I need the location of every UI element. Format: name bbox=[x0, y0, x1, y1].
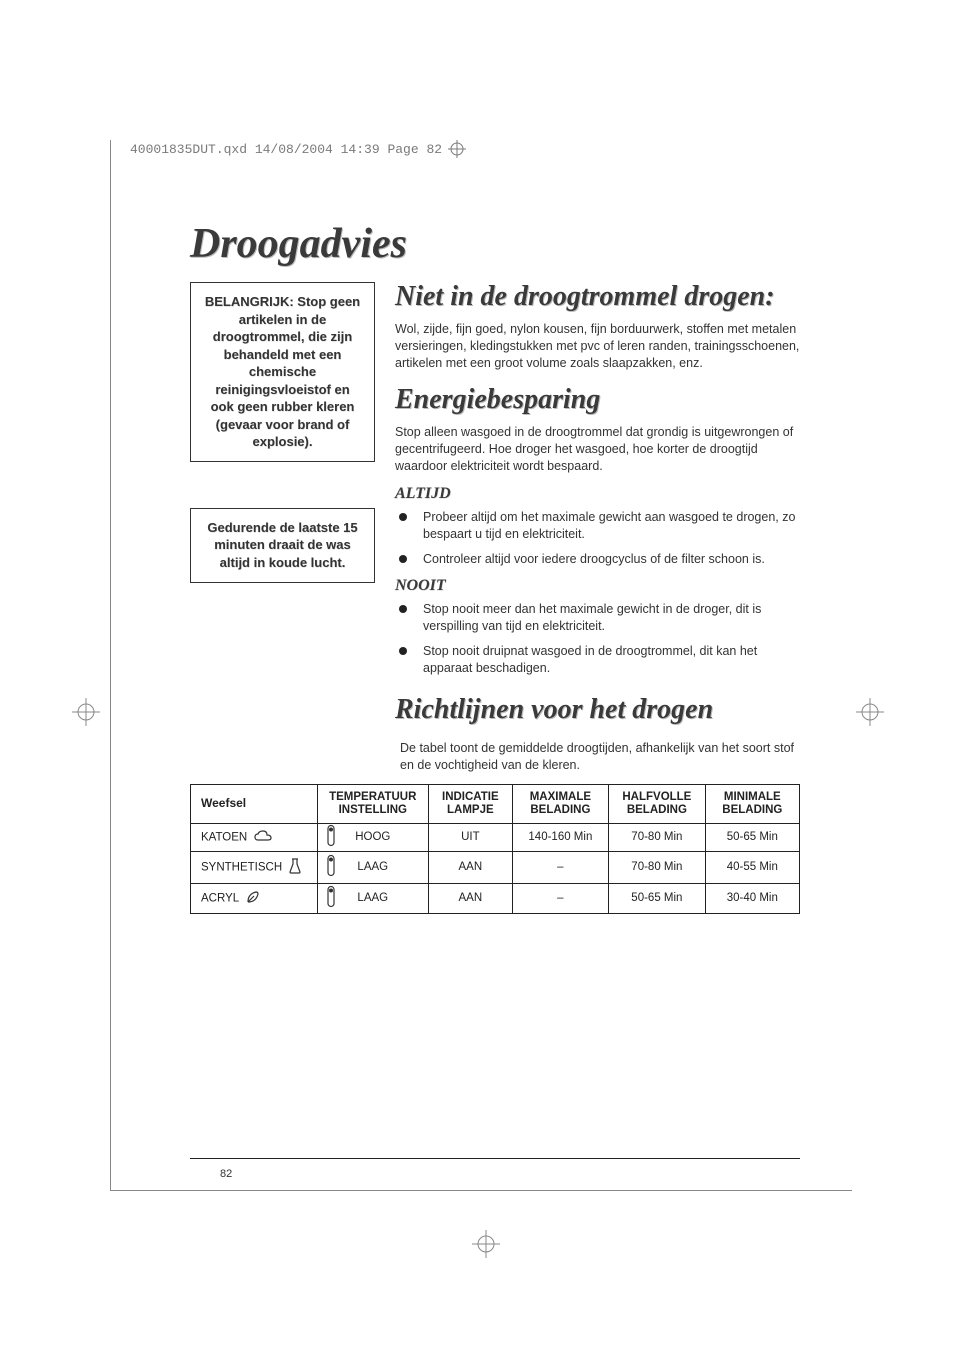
cell-min: 40-55 Min bbox=[705, 851, 799, 883]
table-row: SYNTHETISCH LAAGAAN–70-80 Min40-55 Min bbox=[191, 851, 800, 883]
col-header-min: MINIMALE BELADING bbox=[705, 784, 799, 823]
list-item: Stop nooit meer dan het maximale gewicht… bbox=[395, 601, 800, 635]
table-header-row: Weefsel TEMPERATUUR INSTELLING INDICATIE… bbox=[191, 784, 800, 823]
cell-temp: LAAG bbox=[317, 883, 429, 913]
cell-temp: LAAG bbox=[317, 851, 429, 883]
registration-mark-right bbox=[856, 698, 884, 726]
footer-rule bbox=[190, 1158, 800, 1159]
heading-energy-saving: Energiebesparing bbox=[395, 385, 800, 416]
cell-max: – bbox=[512, 883, 608, 913]
cell-max: – bbox=[512, 851, 608, 883]
list-item: Stop nooit druipnat wasgoed in de droogt… bbox=[395, 643, 800, 677]
page-number: 82 bbox=[220, 1168, 232, 1180]
cell-lamp: AAN bbox=[429, 851, 513, 883]
cell-min: 30-40 Min bbox=[705, 883, 799, 913]
drying-table-section: De tabel toont de gemiddelde droogtijden… bbox=[190, 740, 800, 914]
cell-max: 140-160 Min bbox=[512, 823, 608, 851]
print-header-text: 40001835DUT.qxd 14/08/2004 14:39 Page 82 bbox=[130, 142, 442, 157]
dial-icon bbox=[324, 855, 338, 880]
crop-mark-left bbox=[110, 140, 111, 1190]
list-item: Controleer altijd voor iedere droogcyclu… bbox=[395, 551, 800, 568]
registration-mark-left bbox=[72, 698, 100, 726]
registration-icon bbox=[448, 140, 466, 158]
heading-drying-guidelines: Richtlijnen voor het drogen bbox=[395, 695, 800, 726]
flask-icon bbox=[289, 858, 301, 877]
table-row: KATOEN HOOGUIT140-160 Min70-80 Min50-65 … bbox=[191, 823, 800, 851]
two-column-layout: BELANGRIJK: Stop geen artikelen in de dr… bbox=[190, 282, 800, 726]
heading-not-tumble-dry: Niet in de droogtrommel drogen: bbox=[395, 282, 800, 313]
page-title: Droogadvies bbox=[190, 220, 800, 268]
feather-icon bbox=[246, 890, 260, 907]
table-body: KATOEN HOOGUIT140-160 Min70-80 Min50-65 … bbox=[191, 823, 800, 913]
content: Droogadvies BELANGRIJK: Stop geen artike… bbox=[190, 220, 800, 914]
print-header: 40001835DUT.qxd 14/08/2004 14:39 Page 82 bbox=[130, 140, 466, 158]
cell-min: 50-65 Min bbox=[705, 823, 799, 851]
registration-mark-bottom bbox=[472, 1230, 500, 1258]
cell-fabric: ACRYL bbox=[191, 883, 318, 913]
col-header-max: MAXIMALE BELADING bbox=[512, 784, 608, 823]
page: 40001835DUT.qxd 14/08/2004 14:39 Page 82… bbox=[0, 0, 954, 1351]
table-row: ACRYL LAAGAAN–50-65 Min30-40 Min bbox=[191, 883, 800, 913]
subheading-always: ALTIJD bbox=[395, 485, 800, 503]
subheading-never: NOOIT bbox=[395, 577, 800, 595]
drying-times-table: Weefsel TEMPERATUUR INSTELLING INDICATIE… bbox=[190, 784, 800, 914]
cell-fabric: KATOEN bbox=[191, 823, 318, 851]
right-column: Niet in de droogtrommel drogen: Wol, zij… bbox=[395, 282, 800, 726]
cell-temp: HOOG bbox=[317, 823, 429, 851]
cell-fabric: SYNTHETISCH bbox=[191, 851, 318, 883]
crop-mark-top bbox=[110, 1190, 852, 1191]
body-energy-saving: Stop alleen wasgoed in de droogtrommel d… bbox=[395, 424, 800, 475]
cell-lamp: UIT bbox=[429, 823, 513, 851]
never-list: Stop nooit meer dan het maximale gewicht… bbox=[395, 601, 800, 677]
left-column: BELANGRIJK: Stop geen artikelen in de dr… bbox=[190, 282, 375, 726]
col-header-half: HALFVOLLE BELADING bbox=[609, 784, 705, 823]
col-header-temp: TEMPERATUUR INSTELLING bbox=[317, 784, 429, 823]
dial-icon bbox=[324, 825, 338, 850]
col-header-lamp: INDICATIE LAMPJE bbox=[429, 784, 513, 823]
list-item: Probeer altijd om het maximale gewicht a… bbox=[395, 509, 800, 543]
dial-icon bbox=[324, 886, 338, 911]
warning-box-important: BELANGRIJK: Stop geen artikelen in de dr… bbox=[190, 282, 375, 462]
cell-half: 70-80 Min bbox=[609, 851, 705, 883]
cell-half: 50-65 Min bbox=[609, 883, 705, 913]
body-not-tumble-dry: Wol, zijde, fijn goed, nylon kousen, fij… bbox=[395, 321, 800, 372]
info-box-cooldown: Gedurende de laatste 15 minuten draait d… bbox=[190, 508, 375, 583]
cell-lamp: AAN bbox=[429, 883, 513, 913]
table-caption: De tabel toont de gemiddelde droogtijden… bbox=[400, 740, 800, 774]
cloud-icon bbox=[254, 830, 272, 845]
always-list: Probeer altijd om het maximale gewicht a… bbox=[395, 509, 800, 568]
cell-half: 70-80 Min bbox=[609, 823, 705, 851]
col-header-fabric: Weefsel bbox=[191, 784, 318, 823]
